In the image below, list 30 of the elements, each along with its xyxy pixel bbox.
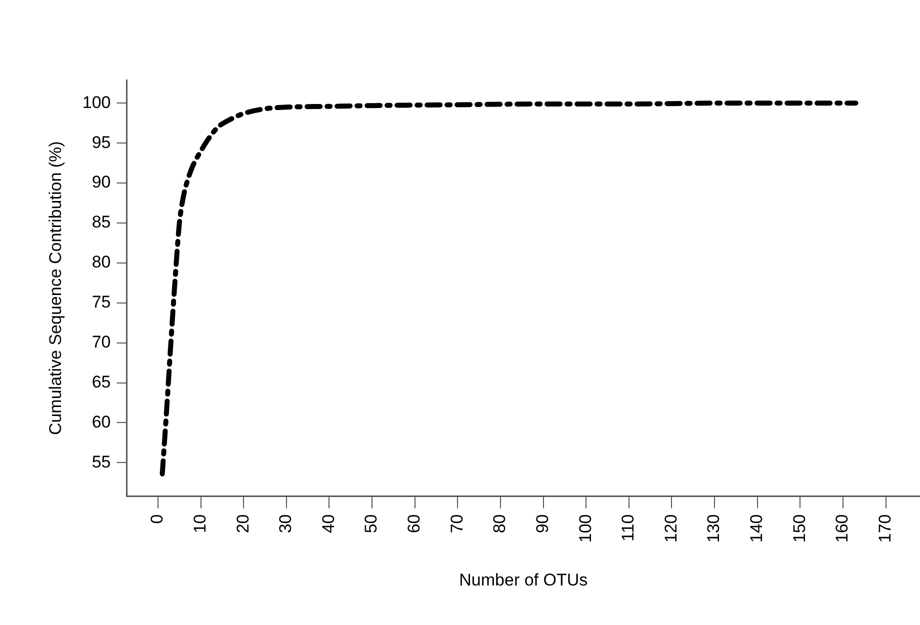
x-tick-label: 60 [404, 514, 424, 534]
x-tick-label: 50 [362, 514, 381, 534]
y-tick-label: 90 [92, 172, 111, 192]
x-tick-label: 170 [875, 514, 894, 543]
y-tick-label: 55 [92, 452, 111, 472]
x-axis-title: Number of OTUs [459, 570, 588, 590]
x-tick-label: 160 [832, 514, 852, 543]
x-tick-label: 130 [704, 514, 724, 543]
x-tick-label: 110 [618, 514, 638, 542]
x-tick-label: 70 [447, 514, 466, 534]
x-tick-label: 30 [276, 514, 296, 534]
x-tick-label: 20 [233, 514, 252, 534]
x-tick-label: 140 [747, 514, 766, 543]
x-tick-label: 40 [318, 514, 338, 534]
x-tick-label: 120 [661, 514, 680, 543]
x-tick-label: 90 [532, 514, 552, 534]
y-tick-label: 100 [82, 92, 111, 112]
y-tick-label: 75 [92, 292, 111, 312]
y-tick-label: 85 [92, 212, 111, 232]
y-axis-title: Cumulative Sequence Contribution (%) [46, 141, 65, 436]
x-tick-label: 80 [490, 514, 510, 534]
x-tick-label: 0 [148, 514, 167, 524]
x-tick-label: 100 [576, 514, 595, 543]
y-tick-label: 70 [92, 332, 111, 352]
y-tick-label: 80 [92, 252, 111, 272]
x-tick-label: 150 [790, 514, 809, 543]
y-tick-label: 65 [92, 372, 111, 392]
y-tick-label: 95 [92, 132, 111, 152]
x-tick-label: 10 [190, 514, 210, 534]
y-tick-label: 60 [92, 412, 111, 432]
